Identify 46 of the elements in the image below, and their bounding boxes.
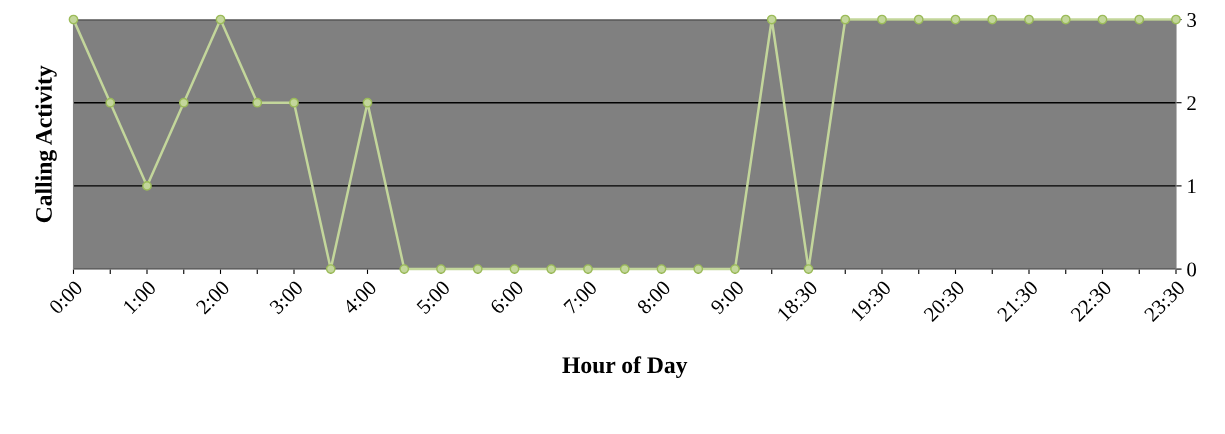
y-tick-label: 0 [1187, 262, 1197, 277]
point [913, 14, 924, 25]
point [619, 264, 630, 274]
point [1134, 14, 1145, 25]
x-tick-label: 3:00 [268, 279, 304, 315]
x-tick-label: 4:00 [342, 279, 378, 316]
x-tick-label: 5:00 [416, 279, 451, 315]
point [1060, 14, 1071, 25]
point [472, 264, 483, 274]
point [546, 264, 557, 274]
x-tick-label: 9:00 [709, 279, 745, 315]
point [730, 264, 740, 274]
point [877, 14, 887, 25]
y-tick-label: 3 [1187, 12, 1197, 27]
point [142, 181, 152, 191]
x-axis-title: Hour of Day [562, 356, 688, 378]
x-tick-label: 6:00 [489, 279, 525, 315]
y-tick-label: 1 [1188, 179, 1196, 194]
point [803, 264, 814, 274]
point [289, 97, 299, 108]
point [656, 264, 667, 274]
y-tick-label: 2 [1187, 96, 1196, 110]
point [987, 14, 998, 25]
point [325, 264, 336, 274]
x-tick-label: 8:00 [636, 279, 672, 315]
point [105, 97, 116, 108]
point [766, 14, 777, 25]
y-axis-title: Calling Activity [35, 65, 57, 223]
point [252, 97, 263, 108]
point [362, 97, 373, 108]
point [68, 14, 79, 25]
point [583, 264, 593, 274]
point [950, 14, 961, 25]
point [693, 264, 704, 274]
point [215, 14, 226, 25]
point [399, 264, 410, 274]
point [178, 97, 189, 108]
point [1024, 14, 1034, 25]
x-tick-label: 2:00 [195, 279, 231, 315]
x-tick-label: 0:00 [48, 279, 84, 315]
point [1097, 14, 1108, 25]
x-tick-label: 7:00 [563, 279, 598, 315]
point [436, 264, 446, 274]
point [509, 264, 520, 274]
point [840, 14, 851, 25]
x-tick-label: 1:00 [122, 279, 157, 315]
